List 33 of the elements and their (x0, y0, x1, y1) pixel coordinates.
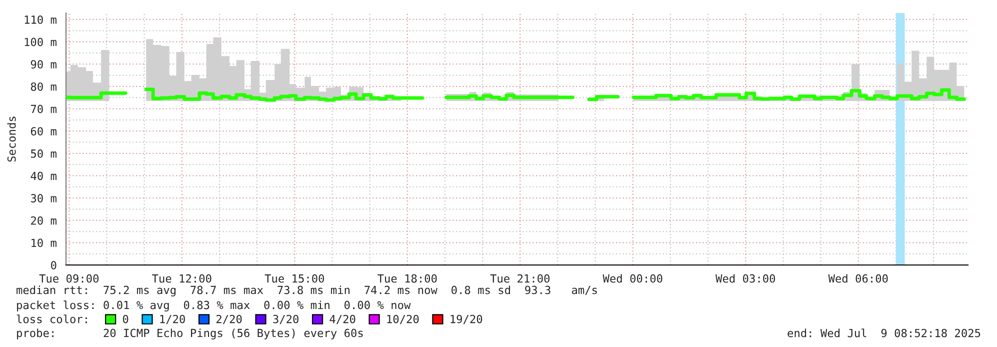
y-tick-label: 80 m (30, 82, 56, 91)
y-tick-label: 90 m (30, 60, 56, 69)
legend-label: 4/20 (330, 314, 356, 324)
x-tick-label: Tue 09:00 (39, 274, 99, 283)
legend-label: 10/20 (387, 314, 419, 324)
x-tick-label: Tue 15:00 (264, 274, 324, 283)
text: median rtt: 75.2 ms avg 78.7 ms max 73.8 ms min 74.2 ms now 0.8 ms sd 93.3 am/s (16, 286, 597, 296)
legend-label: 2/20 (216, 314, 242, 324)
y-tick-label: 100 m (24, 38, 56, 46)
legend-label: 0 (122, 314, 128, 324)
x-tick-label: Wed 03:00 (716, 274, 776, 283)
legend-label: 19/20 (450, 314, 482, 324)
y-axis-title: Seconds (7, 116, 16, 162)
y-tick-label: 110 m (24, 15, 56, 24)
y-tick-label: 50 m (30, 149, 56, 158)
text: probe: 20 ICMP Echo Pings (56 Bytes) every 60s (17, 328, 363, 340)
legend-label: 1/20 (160, 314, 185, 324)
text: end: Wed Jul 9 08:52:18 2025 (788, 328, 980, 338)
y-tick-label: 10 m (32, 238, 56, 248)
x-tick-label: Wed 06:00 (828, 274, 888, 283)
y-tick-label: 0 (51, 261, 56, 270)
y-tick-label: 60 m (30, 127, 56, 136)
y-tick-label: 20 m (31, 216, 56, 225)
x-tick-label: Tue 12:00 (152, 274, 212, 283)
y-tick-label: 30 m (30, 194, 56, 202)
y-tick-label: 40 m (30, 172, 56, 180)
y-tick-label: 70 m (30, 104, 56, 114)
text: packet loss: 0.01 % avg 0.83 % max 0.00 % min 0.00 % now (17, 300, 411, 312)
x-tick-label: Tue 18:00 (378, 274, 437, 283)
text: loss color: (16, 314, 87, 324)
x-tick-label: Wed 00:00 (602, 274, 662, 283)
legend-label: 3/20 (273, 314, 298, 324)
x-tick-label: Tue 21:00 (490, 274, 550, 283)
